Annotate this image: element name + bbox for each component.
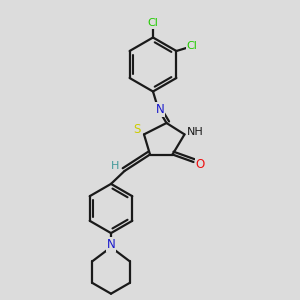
Text: Cl: Cl xyxy=(187,40,198,51)
Text: S: S xyxy=(134,123,141,136)
Text: H: H xyxy=(111,160,120,171)
Text: O: O xyxy=(196,158,205,171)
Text: Cl: Cl xyxy=(148,18,158,28)
Text: N: N xyxy=(155,103,164,116)
Text: NH: NH xyxy=(187,127,203,137)
Text: N: N xyxy=(106,238,116,251)
